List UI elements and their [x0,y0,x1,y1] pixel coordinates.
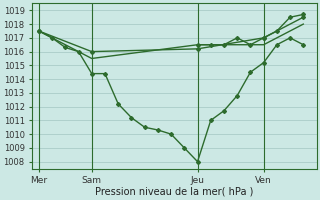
X-axis label: Pression niveau de la mer( hPa ): Pression niveau de la mer( hPa ) [95,187,253,197]
